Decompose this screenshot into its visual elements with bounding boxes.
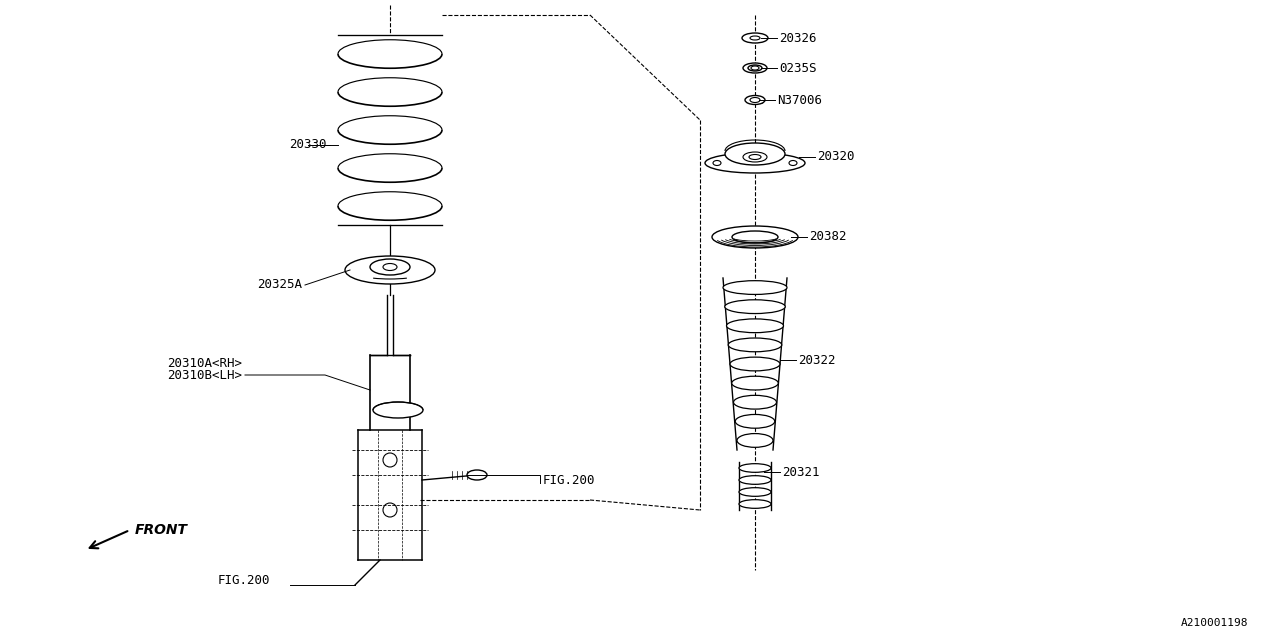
Ellipse shape — [739, 476, 771, 484]
Ellipse shape — [346, 256, 435, 284]
Ellipse shape — [745, 95, 765, 104]
Text: 20310A<RH>: 20310A<RH> — [166, 357, 242, 370]
Ellipse shape — [732, 376, 778, 390]
Ellipse shape — [742, 33, 768, 43]
Ellipse shape — [788, 161, 797, 166]
Text: 20382: 20382 — [809, 230, 846, 243]
Ellipse shape — [467, 470, 486, 480]
Text: 0235S: 0235S — [780, 61, 817, 74]
Text: 20322: 20322 — [797, 353, 836, 367]
Text: 20321: 20321 — [782, 465, 819, 479]
Text: 20310B<LH>: 20310B<LH> — [166, 369, 242, 382]
Ellipse shape — [728, 338, 782, 352]
Ellipse shape — [739, 488, 771, 497]
Text: FRONT: FRONT — [134, 523, 188, 537]
Ellipse shape — [732, 231, 778, 243]
Ellipse shape — [724, 300, 785, 314]
Ellipse shape — [739, 500, 771, 508]
Ellipse shape — [748, 65, 762, 71]
Text: FIG.200: FIG.200 — [218, 573, 270, 586]
Text: A210001198: A210001198 — [1180, 618, 1248, 628]
Ellipse shape — [735, 415, 774, 428]
Text: 20325A: 20325A — [257, 278, 302, 291]
Ellipse shape — [723, 281, 787, 294]
Ellipse shape — [705, 153, 805, 173]
Text: 20330: 20330 — [289, 138, 326, 152]
Ellipse shape — [727, 319, 783, 333]
Ellipse shape — [742, 152, 767, 162]
Ellipse shape — [724, 143, 785, 165]
Ellipse shape — [713, 161, 721, 166]
Ellipse shape — [737, 433, 773, 447]
Text: FIG.200: FIG.200 — [543, 474, 595, 486]
Text: N37006: N37006 — [777, 93, 822, 106]
Ellipse shape — [370, 259, 410, 275]
Ellipse shape — [712, 226, 797, 248]
Ellipse shape — [733, 396, 777, 409]
Ellipse shape — [742, 63, 767, 73]
Ellipse shape — [372, 402, 422, 418]
Ellipse shape — [730, 357, 780, 371]
Text: 20320: 20320 — [817, 150, 855, 163]
Text: 20326: 20326 — [780, 31, 817, 45]
Ellipse shape — [739, 463, 771, 472]
